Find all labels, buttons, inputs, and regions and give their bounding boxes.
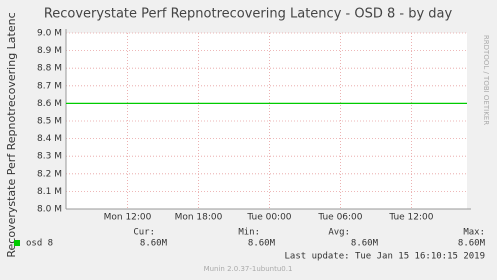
y-tick-label: 8.6 M (37, 99, 62, 109)
y-axis-title: Recoverystate Perf Repnotrecovering Late… (5, 12, 18, 257)
legend-label: osd 8 (26, 239, 53, 249)
legend-swatch (14, 240, 20, 246)
x-tick-label: Tue 00:00 (246, 213, 291, 223)
x-tick-label: Mon 12:00 (104, 213, 152, 223)
y-tick-label: 8.3 M (37, 152, 62, 162)
y-tick-label: 8.4 M (37, 134, 62, 144)
stat-header: Avg: (328, 228, 350, 238)
x-tick-label: Tue 12:00 (388, 213, 433, 223)
x-tick-label: Tue 06:00 (317, 213, 362, 223)
y-tick-label: 8.5 M (37, 117, 62, 127)
y-tick-label: 9.0 M (37, 29, 62, 39)
stat-header: Min: (238, 228, 260, 238)
side-text: RRDTOOL / TOBI OETIKER (482, 35, 490, 125)
stat-value: 8.60M (458, 239, 486, 249)
stat-header: Max: (463, 228, 485, 238)
y-tick-label: 8.0 M (37, 205, 62, 215)
stat-value: 8.60M (351, 239, 379, 249)
y-tick-label: 8.8 M (37, 64, 62, 74)
y-tick-label: 8.1 M (37, 187, 62, 197)
y-tick-label: 8.9 M (37, 46, 62, 56)
stat-value: 8.60M (140, 239, 168, 249)
stat-value: 8.60M (248, 239, 276, 249)
stat-header: Cur: (133, 228, 155, 238)
last-update: Last update: Tue Jan 15 16:10:15 2019 (285, 252, 485, 262)
chart-title: Recoverystate Perf Repnotrecovering Late… (44, 7, 453, 22)
footer: Munin 2.0.37-1ubuntu0.1 (204, 265, 293, 273)
y-tick-label: 8.7 M (37, 81, 62, 91)
x-tick-label: Mon 18:00 (175, 213, 223, 223)
y-tick-label: 8.2 M (37, 169, 62, 179)
